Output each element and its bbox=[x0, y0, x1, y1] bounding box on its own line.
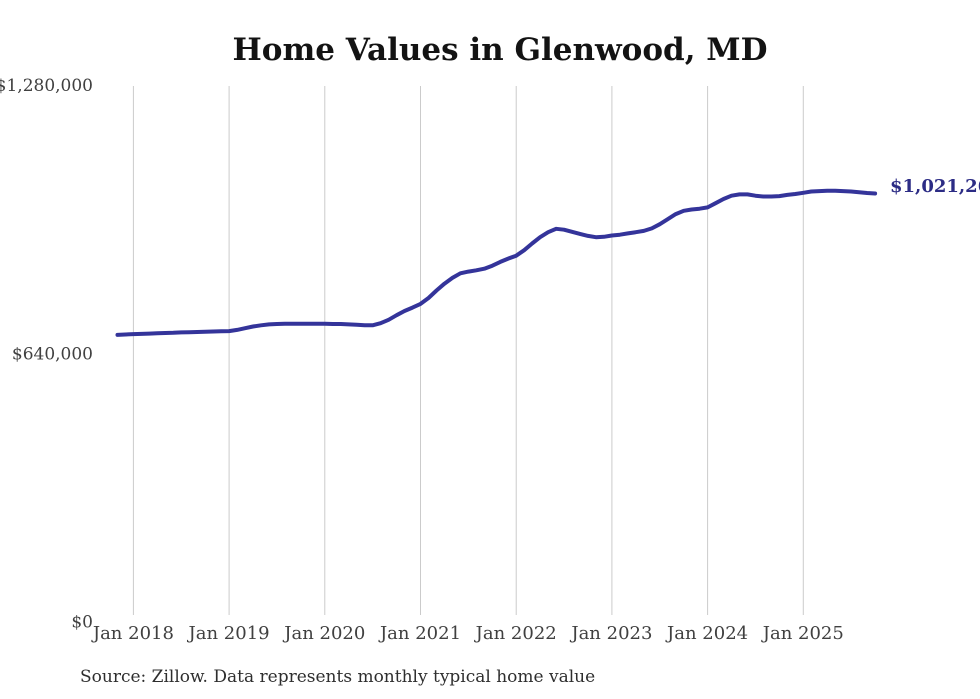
x-tick-label: Jan 2022 bbox=[474, 623, 557, 644]
y-tick-label: $640,000 bbox=[12, 344, 93, 364]
x-tick-label: Jan 2025 bbox=[761, 623, 844, 644]
x-tick-label: Jan 2020 bbox=[282, 623, 365, 644]
x-tick-label: Jan 2018 bbox=[91, 623, 174, 644]
y-tick-label: $1,280,000 bbox=[0, 76, 93, 96]
x-tick-label: Jan 2024 bbox=[665, 623, 748, 644]
y-tick-label: $0 bbox=[71, 613, 93, 633]
y-axis-tick-labels: $0 $640,000 $1,280,000 bbox=[0, 76, 93, 633]
source-note: Source: Zillow. Data represents monthly … bbox=[80, 667, 595, 687]
chart-title: Home Values in Glenwood, MD bbox=[233, 32, 768, 68]
latest-value-label: $1,021,269 bbox=[890, 176, 980, 197]
x-tick-label: Jan 2021 bbox=[378, 623, 461, 644]
x-tick-label: Jan 2019 bbox=[187, 623, 270, 644]
x-tick-label: Jan 2023 bbox=[569, 623, 652, 644]
x-axis-tick-labels: Jan 2018 Jan 2019 Jan 2020 Jan 2021 Jan 2022… bbox=[91, 623, 844, 644]
home-value-line-series bbox=[115, 188, 878, 337]
vertical-gridlines bbox=[132, 86, 804, 615]
